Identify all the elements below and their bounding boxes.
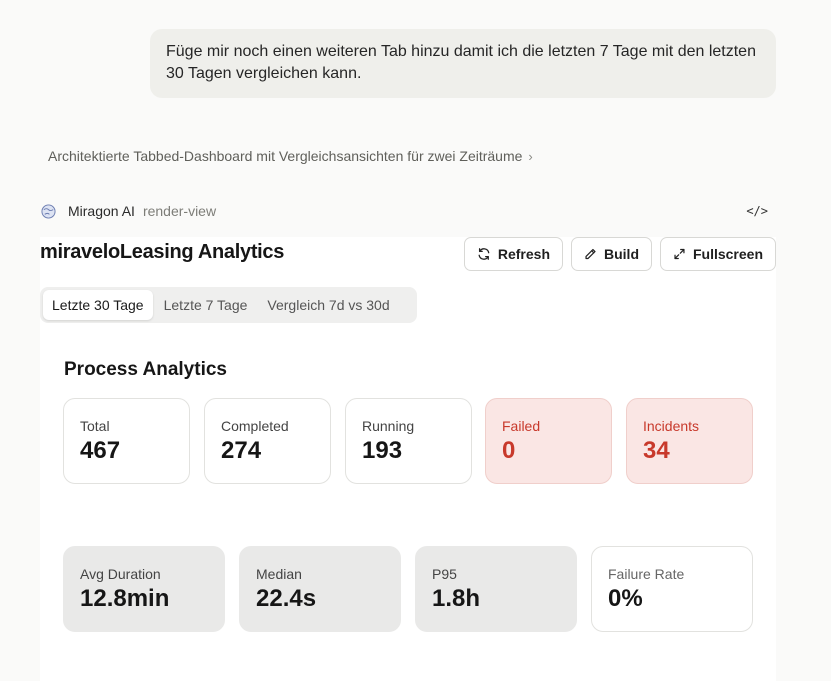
- refresh-label: Refresh: [497, 246, 550, 262]
- stat-label: Completed: [221, 418, 289, 434]
- metric-card-avg-duration: Avg Duration 12.8min: [63, 546, 225, 632]
- stat-value: 467: [80, 437, 121, 464]
- tab-letzte-30-tage[interactable]: Letzte 30 Tage: [43, 290, 153, 320]
- tool-header: Miragon AI render-view </>: [41, 200, 776, 222]
- pencil-icon: [585, 248, 596, 260]
- metric-value: 22.4s: [256, 585, 317, 612]
- metric-label: Avg Duration: [80, 566, 161, 582]
- stat-card-completed: Completed 274: [204, 398, 331, 484]
- fullscreen-label: Fullscreen: [692, 246, 763, 262]
- reasoning-summary[interactable]: Architektierte Tabbed-Dashboard mit Verg…: [48, 148, 533, 164]
- stat-card-running: Running 193: [345, 398, 472, 484]
- expand-icon: [674, 248, 685, 260]
- build-button[interactable]: Build: [571, 237, 652, 271]
- metric-card-p95: P95 1.8h: [415, 546, 577, 632]
- section-title: Process Analytics: [64, 359, 227, 380]
- metric-value: 12.8min: [80, 585, 170, 612]
- stat-label: Failed: [502, 418, 541, 434]
- tool-tag: render-view: [142, 203, 217, 219]
- dashboard-title: miraveloLeasing Analytics: [40, 241, 285, 263]
- stat-card-incidents: Incidents 34: [626, 398, 753, 484]
- period-tabs: Letzte 30 Tage Letzte 7 Tage Vergleich 7…: [40, 287, 417, 323]
- tab-letzte-7-tage[interactable]: Letzte 7 Tage: [163, 297, 248, 313]
- metric-label: Failure Rate: [608, 566, 685, 582]
- globe-icon: [41, 203, 56, 219]
- user-message-text: Füge mir noch einen weiteren Tab hinzu d…: [166, 43, 756, 82]
- stat-value: 0: [502, 437, 516, 464]
- stat-label: Incidents: [643, 418, 700, 434]
- stat-value: 274: [221, 437, 262, 464]
- stat-label: Running: [362, 418, 415, 434]
- chevron-right-icon: ›: [528, 148, 533, 164]
- user-message-bubble: Füge mir noch einen weiteren Tab hinzu d…: [150, 29, 776, 98]
- stat-value: 34: [643, 437, 670, 464]
- dashboard-panel: miraveloLeasing Analytics Refresh Build …: [40, 237, 776, 681]
- fullscreen-button[interactable]: Fullscreen: [660, 237, 776, 271]
- metric-label: Median: [256, 566, 302, 582]
- metric-value: 0%: [608, 585, 643, 612]
- metric-label: P95: [432, 566, 457, 582]
- metric-card-failure-rate: Failure Rate 0%: [591, 546, 753, 632]
- reasoning-summary-text: Architektierte Tabbed-Dashboard mit Verg…: [48, 148, 523, 164]
- metric-value: 1.8h: [432, 585, 481, 612]
- tab-vergleich[interactable]: Vergleich 7d vs 30d: [267, 297, 390, 313]
- refresh-button[interactable]: Refresh: [464, 237, 563, 271]
- metric-card-median: Median 22.4s: [239, 546, 401, 632]
- stat-value: 193: [362, 437, 403, 464]
- stat-card-failed: Failed 0: [485, 398, 612, 484]
- stat-card-total: Total 467: [63, 398, 190, 484]
- stat-label: Total: [80, 418, 110, 434]
- tool-name: Miragon AI: [68, 203, 135, 219]
- code-view-icon[interactable]: </>: [746, 204, 768, 218]
- refresh-icon: [478, 248, 490, 260]
- build-label: Build: [604, 246, 639, 262]
